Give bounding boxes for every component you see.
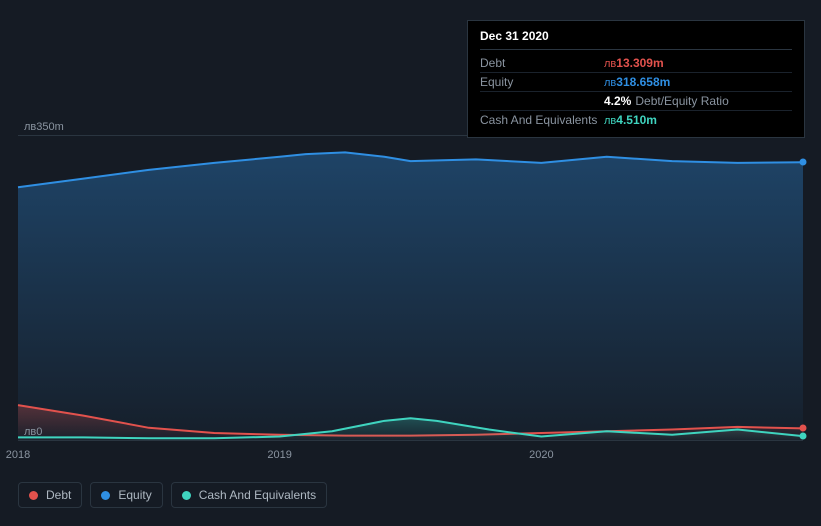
series-endpoint-equity [800, 159, 807, 166]
series-endpoint-cash-and-equivalents [800, 433, 807, 440]
chart-svg [18, 135, 803, 440]
tooltip-value: 4.2% [604, 94, 631, 108]
tooltip-row-debt: Debt лв 13.309m [480, 54, 792, 73]
y-tick-label: лв350m [24, 121, 64, 133]
tooltip-prefix: лв [604, 58, 616, 70]
x-axis: 201820192020 [18, 445, 803, 465]
legend-label: Debt [46, 488, 71, 502]
tooltip-value: 13.309m [616, 56, 663, 70]
chart-tooltip: Dec 31 2020 Debt лв 13.309m Equity лв 31… [467, 20, 805, 138]
legend-item-cash[interactable]: Cash And Equivalents [171, 482, 327, 508]
x-tick-label: 2018 [6, 449, 30, 461]
tooltip-value: 4.510m [616, 113, 657, 127]
tooltip-label [480, 94, 604, 108]
legend-dot-icon [182, 491, 191, 500]
tooltip-row-ratio: 4.2% Debt/Equity Ratio [480, 92, 792, 111]
tooltip-row-equity: Equity лв 318.658m [480, 73, 792, 92]
chart-plot-area[interactable]: лв350mлв0 [18, 135, 803, 440]
tooltip-label: Cash And Equivalents [480, 113, 604, 127]
legend-item-debt[interactable]: Debt [18, 482, 82, 508]
legend-item-equity[interactable]: Equity [90, 482, 162, 508]
chart-legend: Debt Equity Cash And Equivalents [18, 482, 327, 508]
tooltip-row-cash: Cash And Equivalents лв 4.510m [480, 111, 792, 129]
legend-dot-icon [101, 491, 110, 500]
legend-label: Cash And Equivalents [199, 488, 316, 502]
tooltip-date: Dec 31 2020 [480, 29, 792, 50]
y-tick-label: лв0 [24, 426, 42, 438]
y-gridline [18, 440, 803, 441]
x-tick-label: 2020 [529, 449, 553, 461]
tooltip-extra: Debt/Equity Ratio [635, 94, 728, 108]
tooltip-value: 318.658m [616, 75, 670, 89]
series-endpoint-debt [800, 425, 807, 432]
legend-dot-icon [29, 491, 38, 500]
tooltip-prefix: лв [604, 77, 616, 89]
legend-label: Equity [118, 488, 151, 502]
x-tick-label: 2019 [267, 449, 291, 461]
tooltip-label: Equity [480, 75, 604, 89]
chart-container: Dec 31 2020 Debt лв 13.309m Equity лв 31… [0, 0, 821, 526]
tooltip-prefix: лв [604, 115, 616, 127]
tooltip-label: Debt [480, 56, 604, 70]
series-area-equity [18, 152, 803, 440]
